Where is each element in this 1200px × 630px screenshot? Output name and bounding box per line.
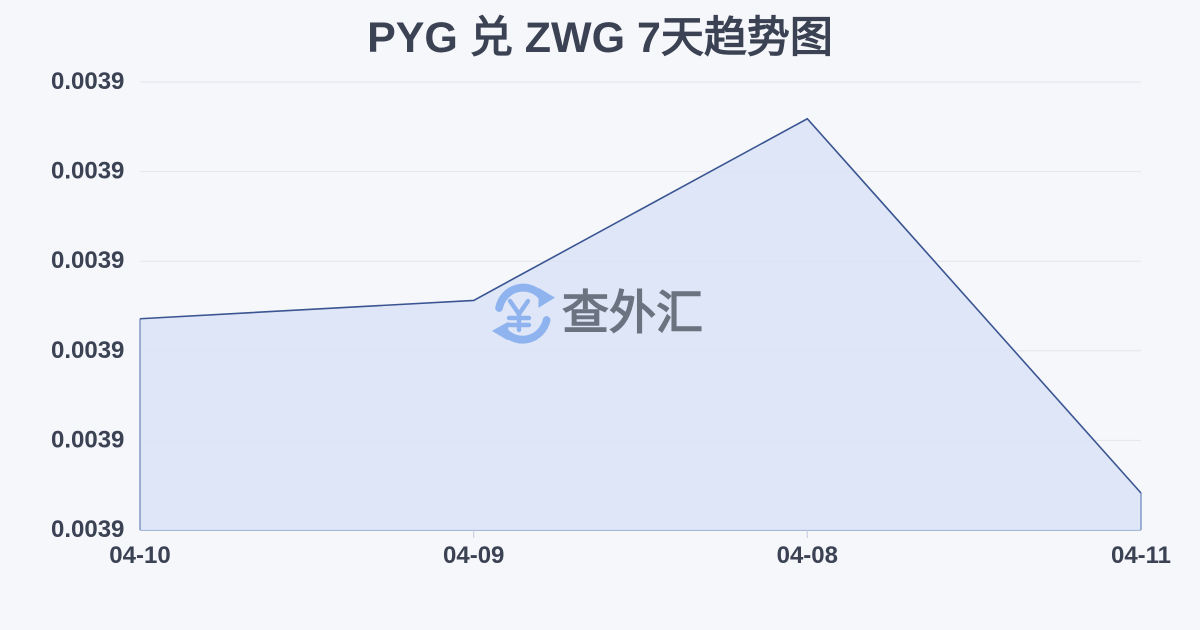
svg-text:0.0039: 0.0039 [51,426,124,453]
svg-text:0.0039: 0.0039 [51,158,124,185]
svg-text:0.0039: 0.0039 [51,337,124,364]
svg-text:查外汇: 查外汇 [562,286,703,339]
svg-text:04-09: 04-09 [443,542,504,569]
svg-text:04-08: 04-08 [777,542,838,569]
svg-text:0.0039: 0.0039 [51,247,124,274]
svg-text:0.0039: 0.0039 [51,516,124,543]
svg-text:PYG 兑 ZWG 7天趋势图: PYG 兑 ZWG 7天趋势图 [367,14,833,62]
svg-text:04-11: 04-11 [1111,542,1171,569]
svg-text:0.0039: 0.0039 [51,68,124,95]
svg-text:04-10: 04-10 [109,542,170,569]
